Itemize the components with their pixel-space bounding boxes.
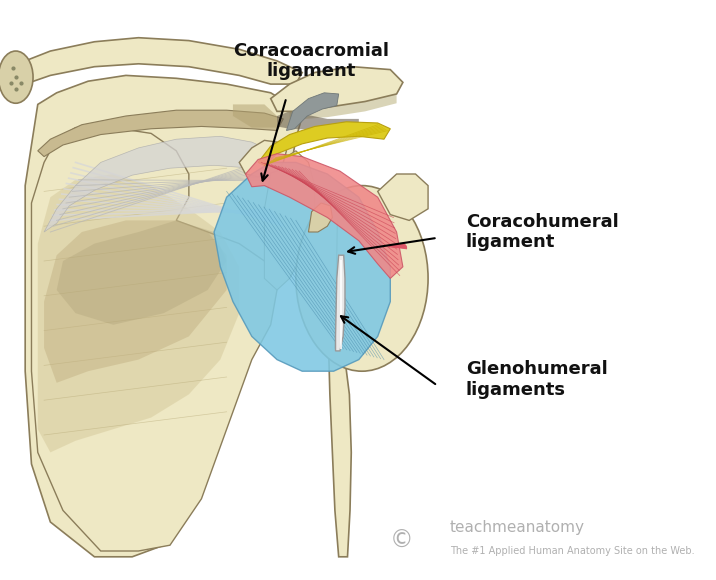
Polygon shape [309, 203, 332, 232]
Polygon shape [271, 67, 403, 111]
Ellipse shape [296, 186, 428, 371]
Polygon shape [57, 220, 227, 325]
Polygon shape [44, 136, 271, 232]
Polygon shape [38, 174, 239, 452]
Polygon shape [329, 348, 352, 557]
Polygon shape [44, 220, 227, 383]
Polygon shape [32, 128, 277, 551]
Text: Coracohumeral
ligament: Coracohumeral ligament [466, 213, 619, 251]
Text: Glenohumeral
ligaments: Glenohumeral ligaments [466, 361, 608, 399]
Polygon shape [286, 93, 339, 130]
Polygon shape [336, 255, 345, 351]
Polygon shape [246, 154, 403, 278]
Text: teachmeanatomy: teachmeanatomy [450, 520, 585, 535]
Polygon shape [239, 140, 286, 177]
Polygon shape [289, 94, 397, 120]
Text: The #1 Applied Human Anatomy Site on the Web.: The #1 Applied Human Anatomy Site on the… [450, 546, 695, 556]
Polygon shape [214, 162, 390, 371]
Ellipse shape [0, 51, 33, 103]
Polygon shape [25, 75, 302, 557]
Polygon shape [38, 110, 284, 157]
Polygon shape [277, 111, 359, 130]
Polygon shape [258, 122, 390, 165]
Polygon shape [233, 104, 277, 128]
Polygon shape [264, 151, 315, 290]
Text: ©: © [390, 528, 413, 553]
Polygon shape [6, 38, 302, 93]
Polygon shape [378, 174, 428, 220]
Text: Coracoacromial
ligament: Coracoacromial ligament [233, 42, 390, 80]
